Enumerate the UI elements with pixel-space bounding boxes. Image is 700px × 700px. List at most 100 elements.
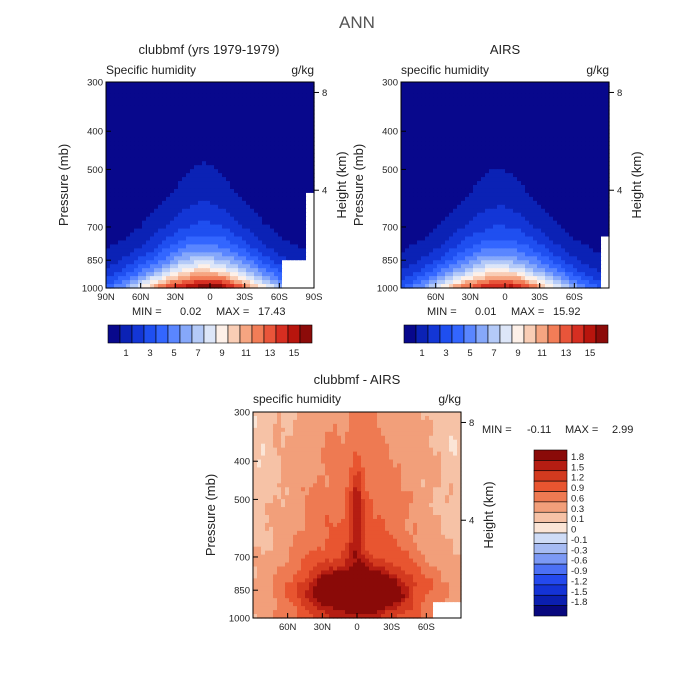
field-cell xyxy=(298,252,303,257)
field-cell xyxy=(242,228,247,234)
field-cell xyxy=(553,236,558,242)
field-cell xyxy=(445,101,450,107)
field-cell xyxy=(114,264,119,269)
field-cell xyxy=(465,165,470,170)
field-cell xyxy=(573,244,578,249)
field-cell xyxy=(517,248,522,253)
field-cell xyxy=(589,109,594,115)
field-cell xyxy=(497,133,502,139)
field-cell xyxy=(457,89,462,95)
field-cell xyxy=(222,284,227,289)
field-cell xyxy=(226,240,231,246)
field-cell xyxy=(401,228,406,234)
field-cell xyxy=(118,141,123,146)
field-cell xyxy=(118,161,123,166)
field-cell xyxy=(294,228,299,234)
field-cell xyxy=(166,204,171,210)
field-cell xyxy=(561,204,566,210)
field-cell xyxy=(505,89,510,95)
field-cell xyxy=(461,89,466,95)
field-cell xyxy=(421,101,426,107)
field-cell xyxy=(601,185,606,190)
field-cell xyxy=(258,161,263,166)
field-cell xyxy=(489,97,494,103)
field-cell xyxy=(593,236,598,242)
field-cell xyxy=(214,125,219,131)
field-cell xyxy=(142,165,147,170)
field-cell xyxy=(122,212,127,218)
field-cell xyxy=(246,196,251,202)
field-cell xyxy=(170,260,175,265)
field-cell xyxy=(565,137,570,143)
field-cell xyxy=(473,109,478,115)
field-cell xyxy=(569,145,574,150)
field-cell xyxy=(178,109,183,115)
field-cell xyxy=(437,145,442,150)
field-cell xyxy=(541,165,546,170)
field-cell xyxy=(258,264,263,269)
field-cell xyxy=(218,161,223,166)
field-cell xyxy=(162,169,167,174)
field-cell xyxy=(274,188,279,194)
field-cell xyxy=(573,181,578,186)
field-cell xyxy=(266,141,271,146)
field-cell xyxy=(210,157,215,162)
field-cell xyxy=(234,188,239,194)
field-cell xyxy=(401,244,406,249)
field-cell xyxy=(162,276,167,281)
field-cell xyxy=(601,244,606,249)
field-cell xyxy=(537,228,542,234)
field-cell xyxy=(429,85,434,91)
field-cell xyxy=(601,137,606,143)
field-cell xyxy=(178,133,183,139)
field-cell xyxy=(206,173,211,178)
field-cell xyxy=(146,200,151,206)
field-cell xyxy=(298,236,303,242)
field-cell xyxy=(118,121,123,127)
field-cell xyxy=(266,256,271,261)
field-cell xyxy=(150,97,155,103)
field-cell xyxy=(114,161,119,166)
field-cell xyxy=(461,105,466,111)
field-cell xyxy=(258,121,263,127)
field-cell xyxy=(401,145,406,150)
field-cell xyxy=(477,145,482,150)
field-cell xyxy=(202,125,207,131)
field-cell xyxy=(154,248,159,253)
field-cell xyxy=(533,93,538,99)
field-cell xyxy=(198,185,203,190)
field-cell xyxy=(274,113,279,119)
field-cell xyxy=(401,141,406,146)
field-cell xyxy=(178,169,183,174)
field-cell xyxy=(302,177,307,182)
field-cell xyxy=(573,109,578,115)
field-cell xyxy=(569,113,574,119)
field-cell xyxy=(565,105,570,111)
field-cell xyxy=(182,93,187,99)
field-cell xyxy=(605,185,610,190)
field-cell xyxy=(429,236,434,242)
field-cell xyxy=(166,212,171,218)
field-cell xyxy=(405,200,410,206)
field-cell xyxy=(501,177,506,182)
field-cell xyxy=(509,109,514,115)
field-cell xyxy=(477,181,482,186)
field-cell xyxy=(553,181,558,186)
field-cell xyxy=(150,216,155,222)
field-cell xyxy=(298,256,303,261)
field-cell xyxy=(242,153,247,158)
field-cell xyxy=(162,260,167,265)
field-cell xyxy=(278,82,283,87)
field-cell xyxy=(206,252,211,257)
field-cell xyxy=(477,82,482,87)
field-cell xyxy=(186,173,191,178)
field-cell xyxy=(266,173,271,178)
field-cell xyxy=(114,109,119,115)
field-cell xyxy=(585,212,590,218)
field-cell xyxy=(413,212,418,218)
field-cell xyxy=(250,101,255,107)
field-cell xyxy=(190,145,195,150)
field-cell xyxy=(421,141,426,146)
field-cell xyxy=(126,268,131,273)
field-cell xyxy=(158,248,163,253)
